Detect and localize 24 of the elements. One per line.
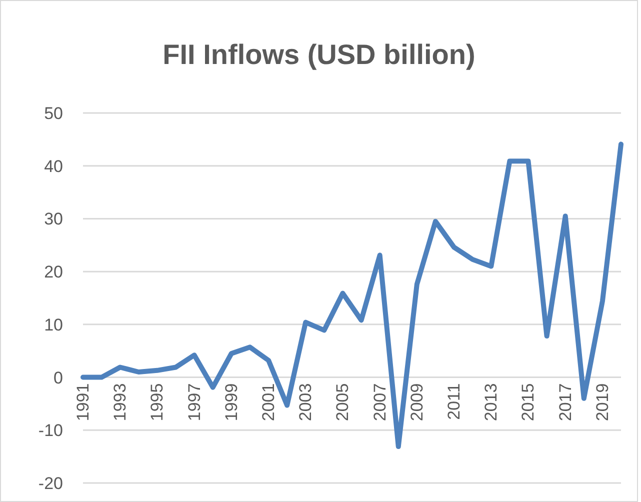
x-tick-label: 1993 [110,383,130,422]
x-tick-label: 1995 [148,383,167,422]
x-tick-label: 1991 [74,383,92,422]
y-tick-label: -20 [38,474,63,494]
y-tick-label: 0 [54,368,63,388]
x-tick-label: 2013 [482,383,501,422]
x-tick-label: 1999 [222,383,241,422]
chart-title: FII Inflows (USD billion) [162,39,476,71]
y-tick-label: 50 [44,104,63,124]
x-tick-label: 2005 [333,383,352,422]
x-tick-label: 2003 [296,383,316,422]
x-tick-label: 2009 [407,383,426,422]
y-tick-label: -10 [38,421,63,440]
y-tick-label: 40 [44,156,63,176]
x-tick-label: 2007 [370,383,390,422]
y-tick-label: 20 [44,262,63,282]
x-tick-label: 2017 [556,383,575,422]
x-tick-label: 1997 [184,383,204,422]
y-tick-label: 10 [44,315,63,334]
x-tick-label: 2015 [518,383,538,422]
y-tick-label: 30 [44,210,63,229]
x-tick-label: 2001 [259,383,278,422]
x-tick-label: 2011 [444,383,464,420]
x-tick-label: 2019 [592,383,612,422]
